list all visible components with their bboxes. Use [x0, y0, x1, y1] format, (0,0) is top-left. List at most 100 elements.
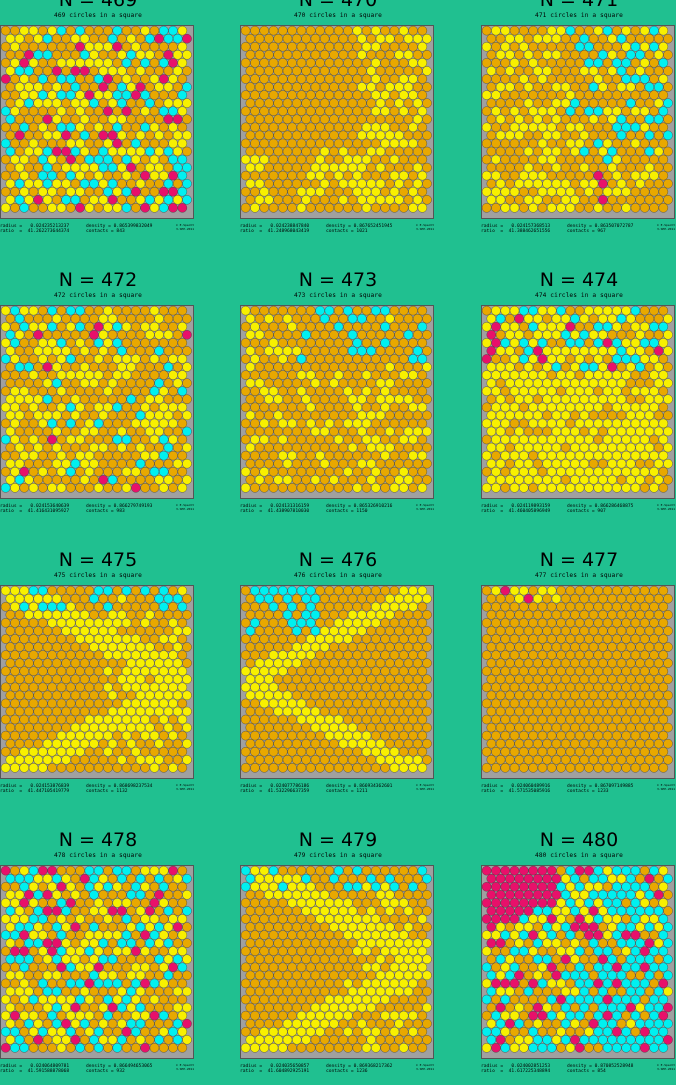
packed-circle [417, 650, 428, 660]
packed-circle [254, 890, 265, 900]
packed-circle [61, 98, 71, 108]
packed-circle [140, 1010, 150, 1021]
packed-circle [366, 610, 376, 620]
packed-circle [112, 698, 122, 709]
packed-circle [1, 338, 11, 348]
packed-circle [658, 467, 669, 477]
packed-circle [579, 162, 590, 173]
packed-circle [168, 338, 178, 348]
packed-circle [482, 434, 492, 445]
packed-circle [1, 203, 11, 213]
packed-circle [292, 626, 302, 636]
packed-circle [42, 410, 53, 421]
packed-circle [154, 313, 164, 324]
packed-circle [163, 330, 174, 340]
packed-circle [635, 426, 645, 437]
packed-circle [79, 66, 90, 76]
packed-circle [343, 698, 353, 709]
packed-circle [121, 450, 132, 461]
packed-circle [66, 978, 76, 989]
packed-circle [70, 442, 81, 453]
packed-circle [168, 74, 178, 84]
packed-circle [417, 354, 428, 364]
packed-circle [75, 602, 85, 612]
packed-circle [482, 370, 492, 380]
packed-circle [338, 610, 349, 620]
packed-circle [172, 130, 183, 141]
packed-circle [117, 674, 127, 684]
packed-circle [145, 313, 155, 324]
packed-circle [126, 410, 136, 421]
packed-circle [42, 82, 53, 92]
packed-circle [422, 755, 432, 765]
packed-circle [394, 195, 404, 205]
packed-circle [38, 306, 48, 316]
packed-circle [380, 962, 390, 973]
packed-circle [149, 1043, 160, 1053]
packed-circle [117, 410, 127, 421]
packed-circle [241, 370, 251, 380]
contacts-value: contacts = 843 [86, 229, 125, 235]
packed-circle [66, 586, 76, 596]
packed-circle [301, 346, 311, 356]
packed-circle [653, 146, 664, 157]
packed-circle [33, 458, 43, 469]
packed-circle [598, 50, 608, 60]
packed-circle [324, 106, 335, 116]
packed-circle [399, 914, 409, 924]
packed-circle [565, 586, 576, 596]
packed-circle [89, 458, 99, 469]
packed-circle [399, 586, 409, 596]
packed-circle [333, 946, 344, 956]
packed-circle [649, 306, 659, 316]
packed-circle [315, 154, 325, 165]
packed-circle [159, 994, 169, 1005]
packed-circle [121, 370, 132, 380]
packed-circle [616, 50, 627, 60]
packed-circle [565, 42, 576, 52]
packed-circle [491, 187, 501, 197]
packed-circle [1, 898, 11, 908]
packed-circle [149, 962, 160, 973]
packed-circle [70, 330, 81, 340]
packed-circle [10, 122, 20, 133]
packed-circle [542, 658, 552, 668]
packed-circle [66, 763, 76, 773]
packed-circle [168, 1043, 178, 1053]
packed-circle [24, 873, 34, 884]
packed-circle [10, 586, 20, 596]
packed-circle [52, 890, 62, 900]
packed-circle [357, 642, 367, 652]
packed-circle [56, 763, 67, 773]
packed-circle [268, 42, 279, 52]
packed-circle [282, 114, 293, 124]
packed-circle [630, 338, 641, 348]
packed-circle [653, 330, 664, 340]
packed-circle [616, 626, 627, 636]
packed-circle [653, 426, 664, 437]
packed-circle [47, 170, 57, 181]
packed-circle [366, 98, 376, 108]
packed-circle [159, 26, 169, 36]
packed-circle [84, 203, 95, 213]
packed-circle [163, 1018, 174, 1029]
packed-circle [278, 306, 288, 316]
packed-circle [324, 467, 335, 477]
packed-circle [310, 954, 321, 964]
packed-circle [630, 634, 641, 644]
packed-circle [268, 122, 279, 133]
packed-circle [10, 154, 20, 165]
packed-circle [10, 914, 20, 924]
packed-circle [140, 586, 150, 596]
packed-circle [28, 122, 39, 133]
panel-title: N = 473 [298, 269, 378, 291]
packed-circle [644, 378, 655, 388]
packed-circle [584, 730, 594, 741]
packed-circle [135, 610, 146, 620]
packed-circle [61, 82, 71, 92]
packed-circle [394, 178, 404, 189]
packed-circle [653, 674, 664, 684]
packed-circle [408, 402, 418, 413]
circle-packing-svg [482, 306, 673, 493]
packed-circle [579, 458, 590, 469]
